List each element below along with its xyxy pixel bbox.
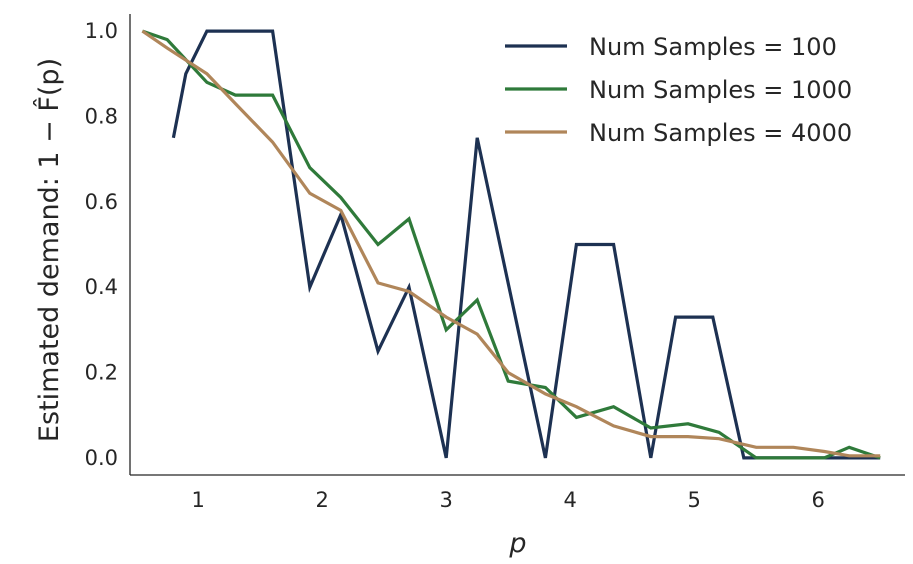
legend-label: Num Samples = 4000	[589, 119, 852, 147]
y-tick-label: 0.8	[85, 104, 118, 128]
legend: Num Samples = 100 Num Samples = 1000 Num S…	[505, 33, 852, 147]
x-tick-label: 1	[192, 488, 205, 512]
y-tick-label: 0.0	[85, 446, 118, 470]
x-tick-label: 3	[440, 488, 453, 512]
legend-label: Num Samples = 100	[589, 33, 837, 61]
y-axis-label: Estimated demand: 1 − F̂(p)	[33, 58, 65, 442]
y-tick-label: 0.4	[85, 275, 118, 299]
y-tick-label: 0.2	[85, 361, 118, 385]
series-line-1	[171, 29, 881, 460]
axes: 1 2 3 4 5 6 0.0 0.2 0.4 0.6 0.8 1.0	[85, 14, 905, 512]
x-axis-label: p	[508, 528, 526, 559]
series-layer	[141, 29, 881, 460]
series-line-3	[141, 29, 881, 458]
y-tick-label: 0.6	[85, 190, 118, 214]
legend-label: Num Samples = 1000	[589, 76, 852, 104]
x-tick-label: 2	[316, 488, 329, 512]
x-tick-label: 4	[564, 488, 577, 512]
series-line-2	[141, 29, 881, 460]
y-tick-label: 1.0	[85, 19, 118, 43]
x-tick-label: 5	[688, 488, 701, 512]
x-tick-label: 6	[812, 488, 825, 512]
